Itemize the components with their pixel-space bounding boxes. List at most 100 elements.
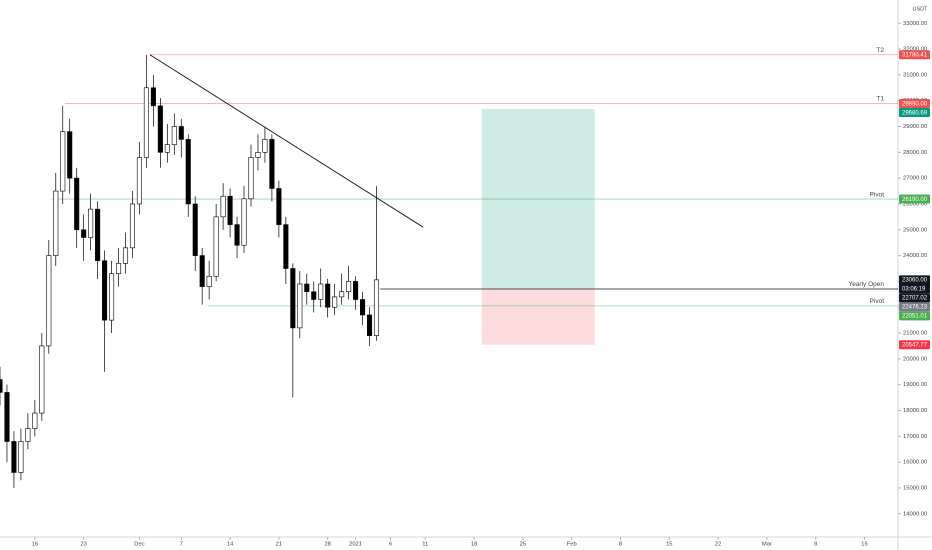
candle-body [109, 273, 115, 321]
candle-body [74, 177, 80, 231]
x-tick-label: 15 [861, 542, 867, 548]
candle-body [332, 296, 338, 308]
x-tick-label: 28 [324, 542, 330, 548]
price-tag-label: 26190.00 [902, 197, 928, 203]
candle-body [220, 195, 226, 218]
x-tick-label: 14 [227, 542, 234, 548]
price-tag-label: 29890.00 [902, 101, 928, 107]
candle-body [199, 255, 205, 287]
y-tick-label: 24000.00 [903, 253, 927, 259]
candle-body [311, 291, 317, 300]
price-tag [899, 311, 930, 321]
y-tick-label: 33000.00 [903, 21, 927, 27]
currency-label: USDT [913, 6, 929, 12]
price-tag-label: 22707.02 [902, 296, 928, 302]
price-tag [899, 293, 930, 303]
price-tag-label: 20547.77 [902, 342, 928, 348]
x-tick-label: 18 [471, 542, 477, 548]
candle-body [339, 291, 345, 298]
x-tick-label: 16 [32, 542, 38, 548]
candle-body [95, 208, 101, 262]
candle-body [60, 131, 66, 192]
candle-body [4, 392, 10, 442]
x-tick-label: 25 [520, 542, 526, 548]
candle-body [234, 224, 240, 246]
candle-body [304, 283, 310, 293]
candle-body [18, 441, 24, 473]
candle-body [115, 263, 122, 274]
price-tag [899, 340, 930, 350]
price-tag-label: 31780.41 [902, 53, 928, 59]
candle-body [11, 441, 17, 473]
price-tag [899, 50, 930, 60]
candle-body [255, 152, 261, 158]
candle-body [46, 255, 52, 347]
candle-body [276, 188, 282, 225]
y-tick-label: 25000.00 [903, 227, 927, 233]
candle-body [143, 87, 149, 158]
x-tick-label: 8 [814, 542, 817, 548]
y-tick-label: 15000.00 [903, 485, 927, 491]
candle-body [318, 283, 324, 300]
loss-zone [481, 288, 595, 345]
candle-body [213, 216, 219, 277]
candle-body [150, 87, 156, 107]
level-name: Pivot [870, 191, 885, 198]
candle-body [122, 247, 129, 264]
candle-body [241, 198, 247, 246]
candle-body [325, 283, 331, 308]
price-tag-label: 29680.69 [902, 110, 928, 116]
candle-body [248, 157, 254, 200]
y-tick-label: 18000.00 [903, 408, 927, 414]
candle-body [227, 195, 233, 225]
x-tick-label: Dec [134, 542, 144, 548]
price-tag [899, 194, 930, 204]
candle-body [262, 139, 268, 153]
candle-body [171, 126, 177, 145]
level-name: Pivot [870, 298, 885, 305]
candle-body [157, 105, 163, 153]
price-tag-label: 23060.00 [902, 278, 928, 284]
y-tick-label: 29000.00 [903, 124, 927, 130]
y-tick-label: 27000.00 [903, 176, 927, 182]
candle-body [269, 139, 275, 189]
candle-body [283, 224, 289, 269]
candle-body [297, 283, 303, 329]
x-tick-label: 15 [666, 542, 672, 548]
price-tag [899, 275, 930, 294]
x-tick-label: 21 [276, 542, 282, 548]
candle-body [346, 281, 352, 293]
x-tick-label: 23 [80, 542, 86, 548]
y-tick-label: 31000.00 [903, 72, 927, 78]
candle-body [88, 208, 94, 238]
candle-body [185, 139, 191, 205]
x-tick-label: Feb [567, 542, 577, 548]
level-name: T2 [876, 47, 884, 54]
y-tick-label: 17000.00 [903, 434, 927, 440]
y-tick-label: 21000.00 [903, 331, 927, 337]
candle-body [102, 260, 108, 321]
candle-body [0, 379, 3, 393]
trendline [149, 54, 424, 228]
y-tick-label: 28000.00 [903, 150, 927, 156]
candle-body [373, 279, 380, 336]
candle-body [81, 229, 87, 238]
price-tag [899, 99, 930, 109]
x-tick-label: 7 [180, 542, 183, 548]
candle-body [164, 144, 170, 153]
price-tag [899, 108, 930, 118]
candle-body [353, 281, 359, 300]
candle-body [178, 126, 184, 140]
x-tick-label: 22 [715, 542, 721, 548]
y-tick-label: 20000.00 [903, 356, 927, 362]
x-tick-label: 11 [422, 542, 428, 548]
level-name: Yearly Open [848, 281, 884, 288]
candle-body [206, 275, 212, 287]
candle-body [67, 131, 73, 179]
candle-body [129, 203, 135, 249]
y-tick-label: 26000.00 [903, 201, 927, 207]
price-tag [899, 302, 930, 312]
y-tick-label: 16000.00 [903, 460, 927, 466]
x-tick-label: 8 [619, 542, 622, 548]
